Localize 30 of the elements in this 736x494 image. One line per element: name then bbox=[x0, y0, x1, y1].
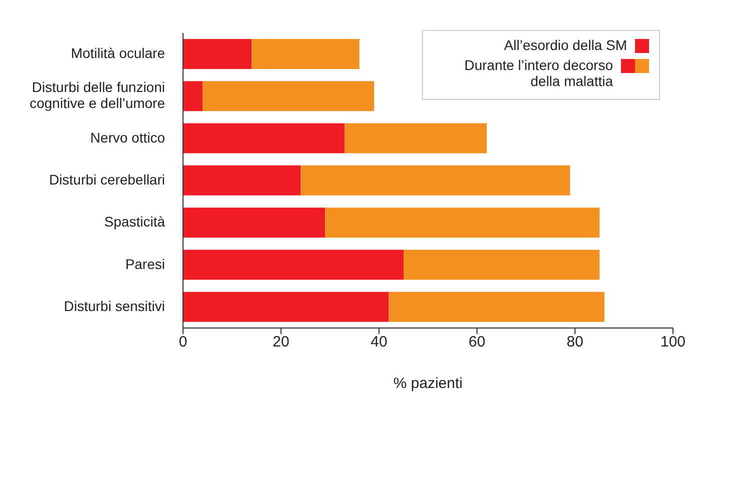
bar bbox=[404, 250, 600, 280]
bar bbox=[183, 81, 203, 112]
y-tick-label: Motilità oculare bbox=[70, 44, 166, 61]
bar bbox=[183, 292, 389, 322]
bar bbox=[252, 39, 360, 69]
bar bbox=[300, 165, 570, 196]
legend-label: Durante l’intero decorso della malattia bbox=[463, 57, 613, 89]
y-tick-label: Spasticità bbox=[104, 213, 166, 230]
x-tick-label: 40 bbox=[370, 334, 388, 351]
y-tick-label: Paresi bbox=[125, 255, 165, 272]
bar bbox=[344, 123, 487, 154]
bar bbox=[183, 250, 404, 280]
bar bbox=[183, 165, 301, 196]
y-tick-label: Disturbi cerebellari bbox=[49, 171, 165, 188]
bar bbox=[183, 208, 326, 238]
x-tick-label: 60 bbox=[468, 334, 486, 351]
legend-label: All’esordio della SM bbox=[504, 37, 627, 53]
x-tick-label: 100 bbox=[660, 334, 686, 351]
x-tick-label: 80 bbox=[566, 334, 584, 351]
y-tick-label: Nervo ottico bbox=[90, 129, 166, 146]
x-axis-title: % pazienti bbox=[393, 375, 463, 392]
x-tick-label: 20 bbox=[272, 334, 290, 351]
y-tick-label: Disturbi sensitivi bbox=[64, 298, 165, 314]
bar bbox=[183, 39, 252, 69]
x-tick-label: 0 bbox=[178, 334, 188, 351]
bar bbox=[388, 292, 604, 322]
bar bbox=[183, 123, 345, 154]
y-tick-label: Disturbi delle funzioni cognitive e dell’umore bbox=[30, 78, 166, 111]
bar bbox=[202, 81, 374, 112]
bar bbox=[325, 208, 600, 238]
